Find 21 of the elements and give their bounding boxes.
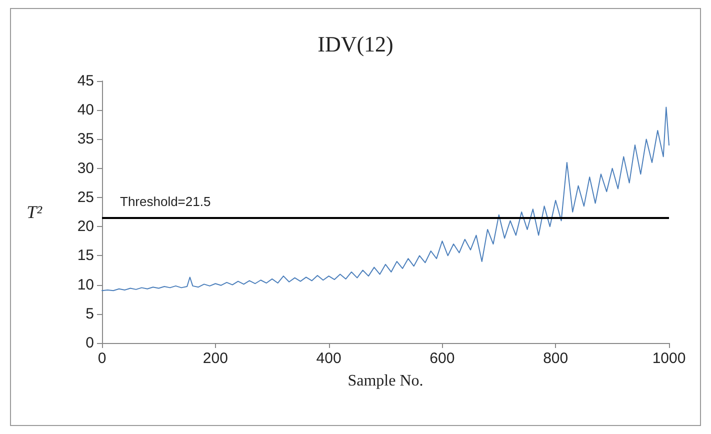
ref-line-label: Threshold=21.5 <box>120 194 211 209</box>
y-tick-label: 25 <box>77 188 94 206</box>
y-tick-label: 20 <box>77 218 94 236</box>
x-tick-label: 600 <box>430 350 455 367</box>
y-tick-label: 45 <box>77 72 94 90</box>
x-tick-label: 800 <box>543 350 568 367</box>
y-tick-label: 35 <box>77 130 94 148</box>
x-tick-label: 1000 <box>652 350 686 367</box>
line-series <box>102 106 670 292</box>
y-axis-title: T² <box>26 202 43 222</box>
y-tick-label: 40 <box>77 102 94 119</box>
x-tick-label: 200 <box>202 350 228 367</box>
y-tick-label: 0 <box>86 334 94 352</box>
x-tick-label: 400 <box>316 350 342 367</box>
y-tick-label: 10 <box>77 276 94 294</box>
x-tick-label: 0 <box>98 350 106 367</box>
y-tick-label: 30 <box>77 160 94 177</box>
chart-title: IDV(12) <box>318 32 394 56</box>
y-tick-label: 5 <box>86 305 94 322</box>
y-tick-label: 15 <box>77 247 94 264</box>
x-axis-title: Sample No. <box>348 372 424 390</box>
